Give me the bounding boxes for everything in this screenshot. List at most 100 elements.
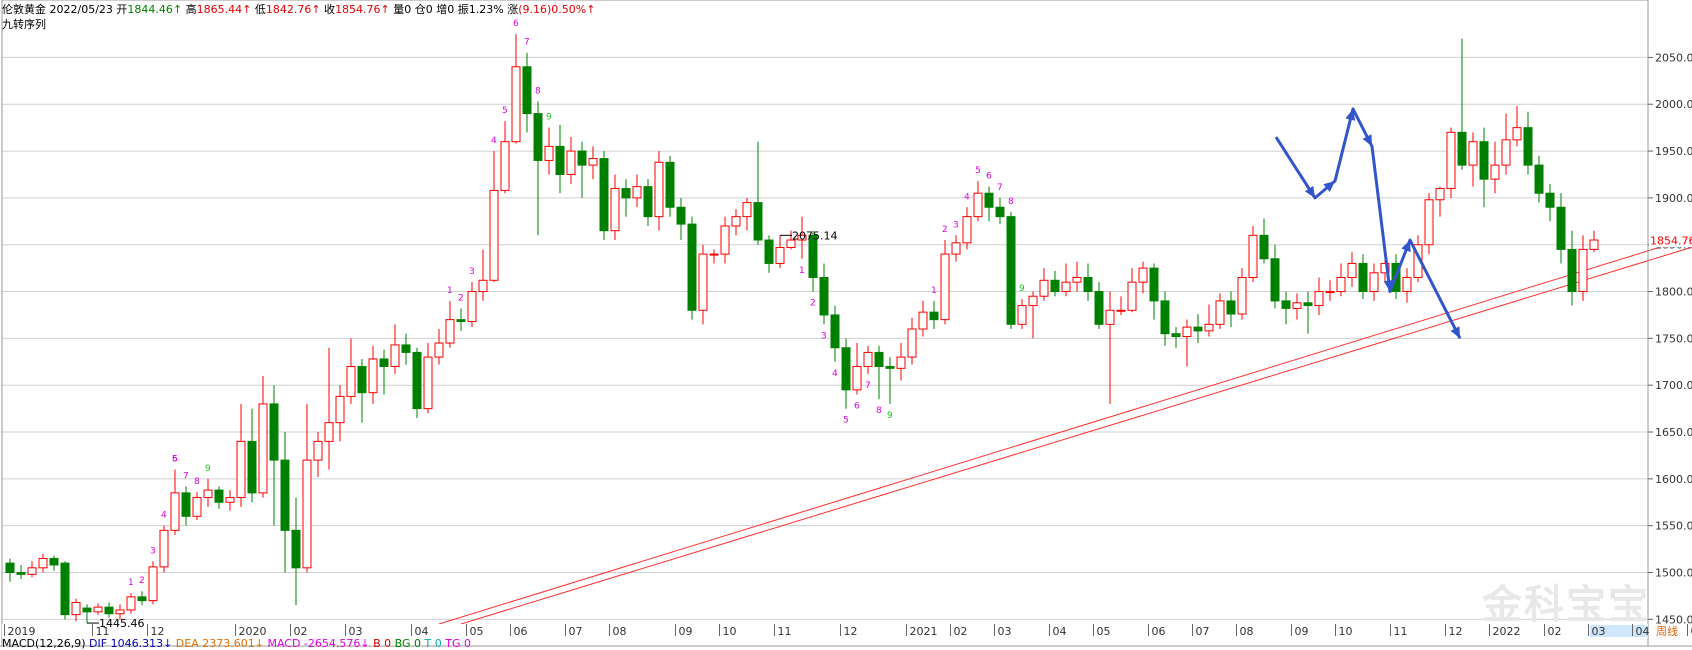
candle-body-up: [500, 141, 510, 191]
nine-count: 2: [942, 225, 948, 235]
x-tick-label: 11: [96, 625, 110, 638]
candle-body-up: [1325, 291, 1335, 294]
candle-body-down: [291, 529, 301, 569]
y-tick-label: 1600.00: [1655, 473, 1692, 486]
macd-t: T 0: [424, 637, 442, 650]
candle-body-up: [126, 596, 136, 611]
x-axis-future-band: [1590, 625, 1648, 637]
x-tick-label: 11: [778, 625, 792, 638]
candle-body-down: [984, 192, 994, 208]
x-tick-label: 2022: [1493, 625, 1521, 638]
candle-body-up: [632, 186, 642, 199]
x-tick-label: 2021: [910, 625, 938, 638]
candle-body-up: [544, 145, 554, 161]
last-price-label: 1854.76: [1650, 234, 1692, 247]
candle-body-up: [1512, 127, 1522, 141]
candle-body-down: [995, 206, 1005, 218]
x-tick-label: 07: [569, 625, 583, 638]
x-tick-label: 08: [613, 625, 627, 638]
candle-body-down: [830, 314, 840, 349]
candle-body-up: [1402, 276, 1412, 293]
candle-body-down: [1171, 333, 1181, 337]
y-tick-label: 2000.00: [1655, 98, 1692, 111]
nine-count: 9: [887, 411, 893, 421]
candle-body-down: [5, 562, 15, 573]
candle-body-up: [1215, 300, 1225, 325]
candle-body-up: [1468, 141, 1478, 166]
candle-body-up: [1182, 326, 1192, 337]
candle-body-down: [16, 571, 26, 575]
candle-body-down: [621, 188, 631, 199]
candle-body-up: [1589, 239, 1599, 250]
candle-body-up: [445, 319, 455, 344]
nine-count: 2: [458, 293, 464, 303]
nine-count: 8: [535, 86, 541, 96]
arrow-head: [1383, 280, 1394, 292]
candle-body-down: [599, 158, 609, 232]
candle-body-down: [82, 607, 92, 613]
candles-layer: [5, 34, 1599, 624]
nine-count: 7: [997, 183, 1003, 193]
candle-body-down: [1556, 206, 1566, 250]
nine-count: 8: [876, 406, 882, 416]
candle-body-up: [1347, 262, 1357, 278]
candle-body-up: [951, 242, 961, 255]
candle-body-up: [1314, 291, 1324, 307]
high-label: 高: [185, 3, 197, 16]
candle-body-down: [269, 403, 279, 461]
candle-body-up: [1061, 281, 1071, 293]
nine-count: 7: [183, 471, 189, 481]
nine-count: 6: [854, 402, 860, 412]
candle-body-up: [148, 566, 158, 602]
nine-count: 5: [172, 454, 178, 464]
candle-body-up: [1039, 279, 1049, 297]
candle-body-down: [379, 358, 389, 367]
x-tick-label: 09: [679, 625, 693, 638]
candle-body-up: [940, 253, 950, 321]
x-tick-label: 02: [294, 625, 308, 638]
symbol-name: 伦敦黄金: [2, 3, 46, 16]
candle-body-down: [1281, 300, 1291, 309]
nine-count: 6: [172, 454, 178, 464]
trend-line: [438, 236, 1692, 625]
x-tick-label: 04: [415, 625, 429, 638]
x-tick-label: 08: [1240, 625, 1254, 638]
candle-body-down: [555, 145, 565, 175]
candle-body-up: [27, 567, 37, 575]
macd-name: MACD(12,26,9): [2, 637, 86, 650]
chart-header: 伦敦黄金 2022/05/23 开1844.46↑ 高1865.44↑ 低184…: [2, 1, 595, 17]
candle-body-up: [720, 225, 730, 255]
x-tick-label: 2019: [8, 625, 36, 638]
candle-body-down: [49, 557, 59, 566]
y-tick-label: 1950.00: [1655, 145, 1692, 158]
candle-body-up: [654, 161, 664, 218]
candle-body-up: [1490, 164, 1500, 180]
macd-b: B 0: [373, 637, 392, 650]
macd-value: MACD -2654.576↓: [267, 637, 370, 650]
nine-count: 3: [821, 331, 827, 341]
candle-body-up: [313, 440, 323, 461]
nine-count: 3: [469, 267, 475, 277]
x-tick-label: 12: [844, 625, 858, 638]
low-value: 1842.76↑: [265, 3, 321, 16]
nine-count: 2: [139, 576, 145, 586]
candle-body-up: [467, 291, 477, 323]
candle-body-up: [1072, 276, 1082, 283]
close-value: 1854.76↑: [335, 3, 390, 16]
plot-frame: [1, 0, 1649, 647]
indicator-name: 九转序列: [2, 18, 46, 31]
open-value: 1844.46↑: [127, 3, 183, 16]
candle-body-up: [973, 192, 983, 218]
candle-body-down: [104, 606, 114, 615]
candle-body-down: [753, 202, 763, 241]
candle-body-down: [764, 239, 774, 264]
candle-body-down: [533, 113, 543, 161]
nine-count: 5: [843, 416, 849, 426]
arrow-head: [1401, 240, 1411, 253]
nine-count: 9: [205, 464, 211, 474]
candle-body-down: [181, 492, 191, 517]
nine-count: 6: [986, 172, 992, 182]
candle-body-up: [1578, 248, 1588, 293]
